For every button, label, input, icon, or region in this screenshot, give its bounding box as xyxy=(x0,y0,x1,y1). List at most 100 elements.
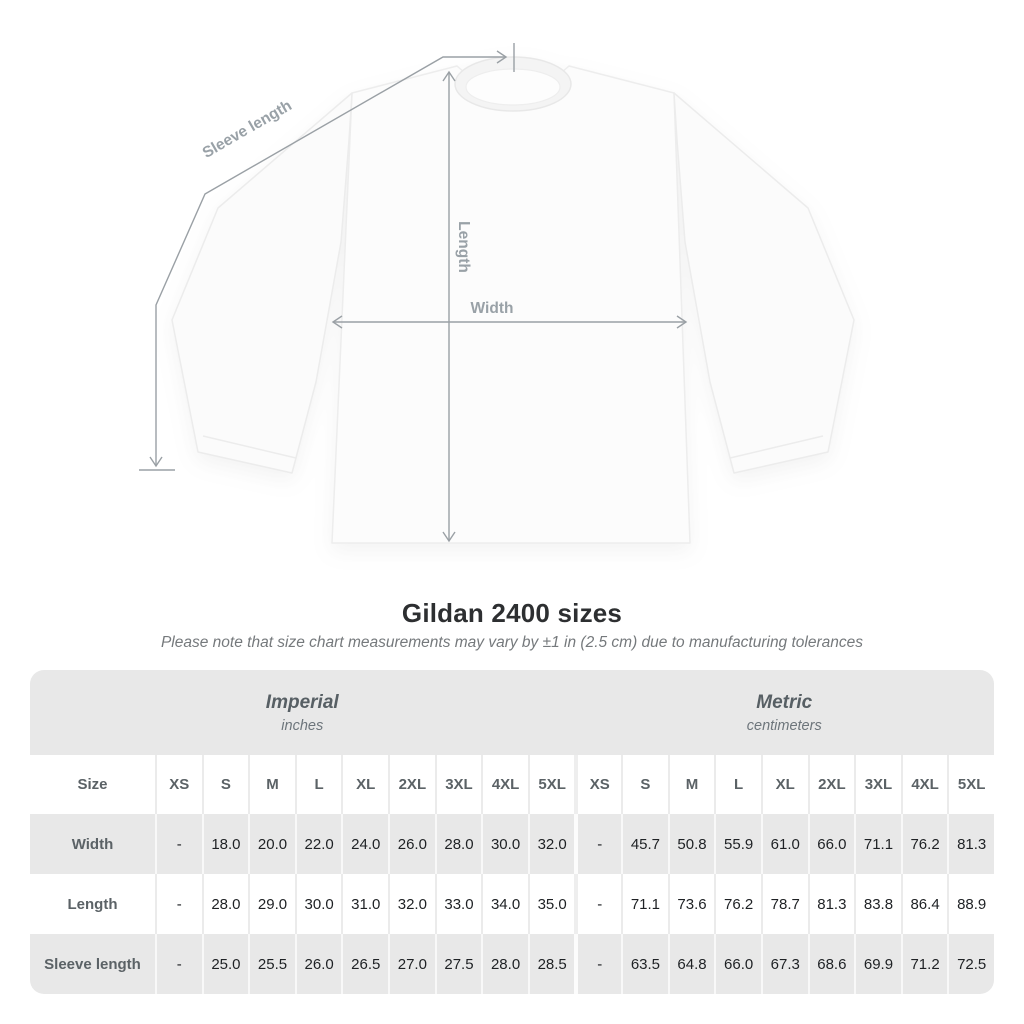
table-cell: 71.1 xyxy=(621,874,668,934)
table-cell: 73.6 xyxy=(667,874,715,934)
metric-section-header: Metric centimeters xyxy=(574,670,994,755)
column-header: 2XL xyxy=(388,755,435,814)
table-cell: 31.0 xyxy=(341,874,389,934)
width-label: Width xyxy=(471,300,514,317)
width-measure-line xyxy=(331,315,688,329)
table-cell: 32.0 xyxy=(388,874,435,934)
table-cell: 71.1 xyxy=(854,814,901,874)
table-cell: 88.9 xyxy=(947,874,994,934)
table-cell: 45.7 xyxy=(621,814,668,874)
table-cell: 76.2 xyxy=(714,874,761,934)
table-cell: 27.5 xyxy=(434,934,482,994)
size-table: Imperial inches Metric centimeters Size … xyxy=(30,670,994,994)
column-header: 4XL xyxy=(900,755,948,814)
column-header: S xyxy=(621,755,668,814)
page-title: Gildan 2400 sizes xyxy=(401,598,623,628)
right-cuff-seam xyxy=(729,435,824,459)
length-measure-line xyxy=(442,70,456,543)
table-cell: 66.0 xyxy=(714,934,761,994)
table-cell: 28.0 xyxy=(481,934,528,994)
tolerance-note: Please note that size chart measurements… xyxy=(160,634,864,651)
table-cell: 20.0 xyxy=(248,814,295,874)
table-cell: - xyxy=(155,874,202,934)
column-header: XS xyxy=(155,755,202,814)
row-label: Sleeve length xyxy=(30,934,155,994)
column-header: XL xyxy=(760,755,808,814)
table-cell: 68.6 xyxy=(807,934,855,994)
table-cell: 33.0 xyxy=(434,874,482,934)
column-header: 2XL xyxy=(807,755,855,814)
table-cell: 26.0 xyxy=(388,814,435,874)
table-cell: 67.3 xyxy=(760,934,808,994)
column-header: M xyxy=(248,755,295,814)
table-cell: 29.0 xyxy=(248,874,295,934)
shirt-illustration xyxy=(171,56,855,544)
table-cell: - xyxy=(574,874,622,934)
metric-unit: centimeters xyxy=(746,717,822,734)
column-header: S xyxy=(201,755,249,814)
table-cell: 34.0 xyxy=(481,874,528,934)
table-cell: 81.3 xyxy=(947,814,994,874)
row-label: Width xyxy=(30,814,155,874)
table-cell: 28.0 xyxy=(201,874,249,934)
column-header: XL xyxy=(341,755,389,814)
table-cell: 55.9 xyxy=(714,814,761,874)
table-cell: 66.0 xyxy=(807,814,855,874)
imperial-label: Imperial xyxy=(265,691,339,713)
column-header: M xyxy=(667,755,715,814)
column-header: XS xyxy=(574,755,622,814)
shirt-left-sleeve xyxy=(171,92,353,474)
column-header: 5XL xyxy=(527,755,575,814)
table-cell: 63.5 xyxy=(621,934,668,994)
table-cell: 78.7 xyxy=(760,874,808,934)
table-cell: 69.9 xyxy=(854,934,901,994)
shirt-diagram: Sleeve length Length Width xyxy=(139,43,855,544)
left-cuff-seam xyxy=(202,435,297,459)
table-cell: - xyxy=(574,934,622,994)
table-cell: 28.5 xyxy=(527,934,575,994)
table-cell: 26.0 xyxy=(294,934,342,994)
table-cell: - xyxy=(574,814,622,874)
table-cell: 72.5 xyxy=(947,934,994,994)
table-cell: 32.0 xyxy=(527,814,575,874)
column-header: 4XL xyxy=(481,755,528,814)
row-label: Length xyxy=(30,874,155,934)
table-cell: 71.2 xyxy=(900,934,948,994)
table-cell: 64.8 xyxy=(667,934,715,994)
table-cell: 35.0 xyxy=(527,874,575,934)
column-header: L xyxy=(714,755,761,814)
sleeve-length-measure-line xyxy=(139,43,515,471)
metric-label: Metric xyxy=(756,691,813,713)
table-cell: 26.5 xyxy=(341,934,389,994)
column-header: L xyxy=(294,755,342,814)
table-cell: 30.0 xyxy=(294,874,342,934)
measurement-lines xyxy=(139,43,688,543)
table-cell: 76.2 xyxy=(900,814,948,874)
table-cell: 25.5 xyxy=(248,934,295,994)
column-header: 3XL xyxy=(854,755,901,814)
sleeve-length-label: Sleeve length xyxy=(200,97,295,162)
shirt-right-sleeve xyxy=(673,92,855,474)
table-cell: 28.0 xyxy=(434,814,482,874)
column-header: 3XL xyxy=(434,755,482,814)
table-cell: 81.3 xyxy=(807,874,855,934)
table-cell: 86.4 xyxy=(900,874,948,934)
table-cell: 83.8 xyxy=(854,874,901,934)
table-cell: 18.0 xyxy=(201,814,249,874)
table-cell: 61.0 xyxy=(760,814,808,874)
table-cell: - xyxy=(155,934,202,994)
table-cell: 30.0 xyxy=(481,814,528,874)
table-cell: - xyxy=(155,814,202,874)
column-header: 5XL xyxy=(947,755,994,814)
table-cell: 25.0 xyxy=(201,934,249,994)
imperial-section-header: Imperial inches xyxy=(30,670,575,755)
collar-inner xyxy=(465,68,561,106)
table-cell: 24.0 xyxy=(341,814,389,874)
table-cell: 50.8 xyxy=(667,814,715,874)
table-cell: 22.0 xyxy=(294,814,342,874)
imperial-unit: inches xyxy=(281,717,324,734)
table-cell: 27.0 xyxy=(388,934,435,994)
size-header: Size xyxy=(30,755,155,814)
length-label: Length xyxy=(455,221,472,273)
